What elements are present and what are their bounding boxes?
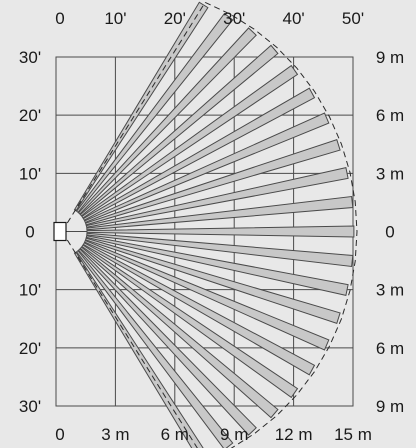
detection-beam [82,242,316,376]
right-axis-label: 9 m [376,48,404,67]
coverage-boundary [204,1,358,448]
detection-beam [83,112,330,224]
bottom-axis-label: 12 m [275,425,313,444]
detection-beam [86,232,354,268]
top-axis-label: 20' [164,9,186,28]
top-axis-label: 40' [283,9,305,28]
left-axis-label: 10' [19,164,41,183]
top-axis-label: 30' [223,9,245,28]
right-axis-label: 3 m [376,281,404,300]
detection-beam [81,244,299,399]
detection-beam [79,44,279,217]
right-axis-label: 9 m [376,397,404,416]
detection-beam [84,237,341,325]
bottom-axis-label: 6 m [161,425,189,444]
left-axis-label: 0 [25,223,34,242]
detection-zones [61,1,358,448]
motion-sensor-icon [53,221,67,242]
right-axis-label: 0 [385,223,394,242]
top-axis-label: 0 [55,9,64,28]
left-axis-label: 30' [19,48,41,67]
left-axis-label: 20' [19,106,41,125]
detection-beam [82,87,316,221]
detection-beam [81,64,299,219]
detection-beam [79,246,279,419]
coverage-edge [61,2,206,232]
right-axis-label: 6 m [376,339,404,358]
detection-beam [86,225,355,238]
detection-beam [73,251,204,448]
detection-beam [77,27,257,215]
bottom-axis-label: 15 m [334,425,372,444]
motion-sensor-icon [53,221,67,242]
detection-beam [83,239,330,351]
bottom-axis-label: 0 [55,425,64,444]
detection-beam [75,12,234,213]
left-axis-label: 10' [19,281,41,300]
detection-beam [75,250,234,448]
detection-beam [85,167,349,228]
bottom-axis-label: 9 m [220,425,248,444]
right-axis-label: 6 m [376,106,404,125]
left-axis-label: 30' [19,397,41,416]
bottom-axis-label: 3 m [101,425,129,444]
right-axis-label: 3 m [376,164,404,183]
detection-beam [86,195,354,231]
top-axis-label: 50' [342,9,364,28]
coverage-edge [61,231,198,448]
detection-beam [77,248,257,436]
axis-labels: 0 10' 20' 30' 40' 50' 0 3 m 6 m 9 m 12 m 15 m 30' 20'… [19,9,404,444]
detection-beam [85,235,349,296]
left-axis-label: 20' [19,339,41,358]
detection-beam [84,138,341,226]
top-axis-label: 10' [104,9,126,28]
